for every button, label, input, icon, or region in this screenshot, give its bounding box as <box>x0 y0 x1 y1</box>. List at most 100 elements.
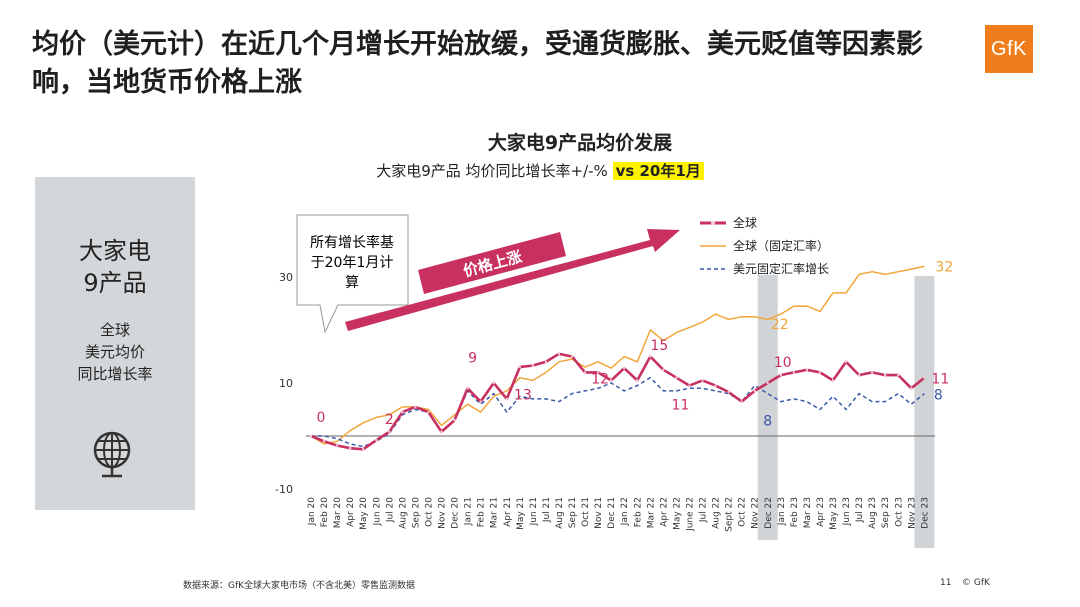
series-point <box>609 379 613 382</box>
series-point <box>427 410 430 414</box>
side-title-line2: 9产品 <box>83 269 147 297</box>
x-tick-label: Jun 23 <box>842 497 852 526</box>
chart-subtitle-highlight: vs 20年1月 <box>612 162 704 180</box>
series-point <box>675 376 678 379</box>
series-point <box>518 365 521 369</box>
data-label: 2 <box>385 412 394 428</box>
series-point <box>414 405 417 409</box>
chart-data-labels: 0 2 9 13 12 15 11 10 11 22 32 8 8 <box>317 259 954 429</box>
series-point <box>335 444 339 447</box>
page-headline: 均价（美元计）在近几个月增长开始放缓，受通货膨胀、美元贬值等因素影响，当地货币价… <box>32 29 923 98</box>
data-label: 12 <box>591 371 609 387</box>
series-point <box>714 384 717 387</box>
data-label: 13 <box>514 388 532 404</box>
series-point <box>362 448 365 451</box>
x-tick-label: Jul 22 <box>699 497 709 523</box>
series-point <box>701 379 704 382</box>
x-tick-label: Apr 20 <box>346 497 356 527</box>
y-tick-label: 10 <box>279 377 293 390</box>
series-point <box>779 373 782 377</box>
note-line1: 所有增长率基 <box>310 234 394 251</box>
x-tick-label: Nov 22 <box>751 497 761 529</box>
series-point <box>753 389 756 393</box>
series-point <box>531 364 535 367</box>
series-point <box>623 366 626 370</box>
x-tick-label: June 22 <box>685 497 695 532</box>
chart-series <box>309 265 926 451</box>
x-tick-label: Mar 20 <box>333 497 343 529</box>
x-tick-label: Apr 23 <box>816 497 826 527</box>
x-tick-label: May 20 <box>359 497 369 530</box>
data-label: 9 <box>468 350 477 366</box>
x-tick-label: Jan 23 <box>777 497 787 526</box>
series-point <box>401 410 404 414</box>
footer-source: 数据来源：GfK全球大家电市场（不含北美）零售监测数据 <box>183 581 416 591</box>
x-tick-label: Dec 22 <box>764 497 774 529</box>
series-point <box>818 371 822 374</box>
x-tick-label: Aug 23 <box>868 497 878 529</box>
data-label: 8 <box>934 388 943 404</box>
note-line2: 于20年1月计 <box>311 255 394 271</box>
x-tick-label: Jul 21 <box>542 497 552 523</box>
y-tick-label: -10 <box>275 483 293 496</box>
series-point <box>544 360 548 363</box>
x-tick-label: Nov 23 <box>907 497 917 529</box>
series-point <box>388 430 391 433</box>
series-point <box>583 371 587 374</box>
series-point <box>570 355 574 358</box>
highlight-bands <box>757 275 935 548</box>
copyright: © GfK <box>962 578 990 588</box>
trend-arrow <box>345 229 680 331</box>
x-tick-label: Mar 21 <box>490 497 500 528</box>
series-line-2 <box>311 376 925 448</box>
data-label: 22 <box>771 317 789 333</box>
x-tick-label: Feb 20 <box>320 497 330 528</box>
chart-subtitle-text: 大家电9产品 均价同比增长率+/-% <box>376 162 613 180</box>
y-tick-label: 30 <box>279 271 293 284</box>
highlight-band-Dec-22 <box>757 275 778 540</box>
series-point <box>492 381 495 385</box>
series-line-0 <box>310 352 926 451</box>
series-point <box>375 439 378 442</box>
series-point <box>897 373 900 377</box>
legend-dot <box>711 221 715 225</box>
series-point <box>792 371 796 374</box>
page-number: 11 <box>940 578 952 588</box>
side-title-line1: 大家电 <box>79 237 151 265</box>
x-tick-label: Aug 20 <box>398 497 408 529</box>
chart-subtitle: 大家电9产品 均价同比增长率+/-% vs 20年1月 <box>0 160 1080 181</box>
series-point <box>844 360 848 363</box>
series-point <box>831 379 835 382</box>
series-point <box>453 418 456 422</box>
data-label: 10 <box>774 355 792 371</box>
series-point <box>440 430 443 433</box>
x-tick-label: Sept 22 <box>725 497 735 532</box>
note-line3: 算 <box>345 275 359 291</box>
data-label: 0 <box>317 410 326 426</box>
x-tick-label: Aug 21 <box>555 497 565 529</box>
series-point <box>309 434 313 438</box>
data-label: 15 <box>650 338 668 354</box>
side-panel: 大家电 9产品 全球 美元均价 同比增长率 <box>35 177 195 510</box>
series-point <box>649 355 652 358</box>
gfk-logo: GfK <box>985 25 1033 73</box>
x-tick-label: Mar 23 <box>803 497 813 528</box>
data-label: 32 <box>935 259 953 275</box>
legend-label-1: 全球（固定汇率） <box>733 238 829 253</box>
x-tick-label: Feb 22 <box>633 497 643 527</box>
x-tick-label: Dec 23 <box>920 497 930 529</box>
x-tick-label: Apr 22 <box>659 497 669 527</box>
series-point <box>688 384 691 387</box>
series-point <box>766 381 769 385</box>
x-tick-label: Jan 22 <box>620 497 630 526</box>
side-sub-line3: 同比增长率 <box>77 365 153 383</box>
side-panel-subtitle: 全球 美元均价 同比增长率 <box>35 319 195 385</box>
series-point <box>910 387 913 390</box>
x-tick-label: May 22 <box>672 497 682 530</box>
x-tick-label: Sep 23 <box>881 497 891 528</box>
series-point <box>322 440 326 443</box>
data-label: 8 <box>763 414 772 430</box>
legend-label-0: 全球 <box>733 215 757 230</box>
